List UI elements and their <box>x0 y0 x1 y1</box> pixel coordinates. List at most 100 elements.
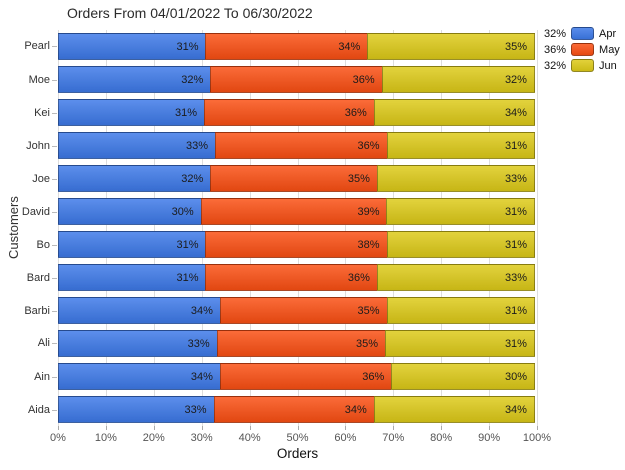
bar-value-label: 36% <box>344 106 367 119</box>
bar-row-john: 33% 36% 31% <box>58 129 537 162</box>
bar-value-label: 30% <box>504 370 527 383</box>
bars: 31% 34% 35% 32% 36% 32% 31% 36% 34% 33% 36% 31% 32% 3… <box>58 30 537 426</box>
bar-row-pearl: 31% 34% 35% <box>58 30 537 63</box>
bar-segment-may-john[interactable]: 36% <box>215 132 388 159</box>
legend-value: 32% <box>544 27 567 40</box>
gridline <box>297 30 299 426</box>
category-label-moe: Moe <box>28 73 50 86</box>
y-tick <box>52 376 57 378</box>
bar-segment-jun-barbi[interactable]: 31% <box>386 297 535 324</box>
bar-segment-jun-aida[interactable]: 34% <box>373 396 535 423</box>
legend-item-apr[interactable]: 32% Apr <box>544 27 620 40</box>
bar-row-barbi: 34% 35% 31% <box>58 294 537 327</box>
bar-value-label: 35% <box>347 172 370 185</box>
bar-value-label: 33% <box>186 139 209 152</box>
x-tick-label: 10% <box>94 432 117 444</box>
bar-value-label: 31% <box>504 205 527 218</box>
x-tick <box>345 426 347 430</box>
legend: 32% Apr 36% May 32% Jun <box>544 27 620 72</box>
bar-value-label: 31% <box>174 106 198 119</box>
bar-segment-may-barbi[interactable]: 35% <box>219 297 388 324</box>
bar-segment-apr-bard[interactable]: 31% <box>58 264 207 291</box>
bar-segment-apr-bo[interactable]: 31% <box>58 231 207 258</box>
legend-swatch-jun <box>571 59 595 72</box>
bar-segment-may-joe[interactable]: 35% <box>210 165 378 192</box>
y-tick <box>52 277 57 279</box>
x-axis-title: Orders <box>276 446 319 461</box>
x-tick <box>441 426 443 430</box>
bar-value-label: 31% <box>504 238 527 251</box>
x-tick <box>297 426 299 430</box>
bar-segment-may-pearl[interactable]: 34% <box>205 33 369 60</box>
x-tick <box>249 426 251 430</box>
y-tick <box>52 310 57 312</box>
bar-value-label: 39% <box>357 205 380 218</box>
x-tick-label: 60% <box>334 432 357 444</box>
legend-item-jun[interactable]: 32% Jun <box>544 59 620 72</box>
bar-value-label: 36% <box>362 370 385 383</box>
bar-row-aida: 33% 34% 34% <box>58 393 537 426</box>
bar-segment-apr-moe[interactable]: 32% <box>58 66 212 93</box>
bar-segment-jun-david[interactable]: 31% <box>386 198 535 225</box>
bar-segment-may-kei[interactable]: 36% <box>204 99 375 126</box>
category-label-kei: Kei <box>34 106 50 119</box>
x-tick-label: 90% <box>478 432 501 444</box>
bar-value-label: 34% <box>190 370 213 383</box>
bar-segment-apr-john[interactable]: 33% <box>58 132 217 159</box>
bar-segment-jun-ain[interactable]: 30% <box>391 363 535 390</box>
bar-segment-may-bo[interactable]: 38% <box>205 231 388 258</box>
bar-value-label: 35% <box>355 337 378 350</box>
bar-segment-jun-moe[interactable]: 32% <box>381 66 535 93</box>
bar-segment-may-bard[interactable]: 36% <box>205 264 378 291</box>
category-label-barbi: Barbi <box>24 304 50 317</box>
bar-segment-apr-ain[interactable]: 34% <box>58 363 221 390</box>
bar-segment-jun-joe[interactable]: 33% <box>376 165 535 192</box>
bar-segment-jun-john[interactable]: 31% <box>386 132 535 159</box>
bar-segment-may-aida[interactable]: 34% <box>213 396 375 423</box>
bar-value-label: 38% <box>357 238 380 251</box>
bar-segment-apr-ali[interactable]: 33% <box>58 330 218 357</box>
bar-segment-apr-pearl[interactable]: 31% <box>58 33 207 60</box>
bar-segment-jun-bard[interactable]: 33% <box>376 264 535 291</box>
bar-value-label: 31% <box>504 139 527 152</box>
bar-segment-may-david[interactable]: 39% <box>200 198 388 225</box>
legend-swatch-apr <box>571 27 595 40</box>
bar-segment-apr-barbi[interactable]: 34% <box>58 297 221 324</box>
x-tick-label: 100% <box>522 432 552 444</box>
bar-segment-apr-kei[interactable]: 31% <box>58 99 206 126</box>
gridline <box>441 30 443 426</box>
bar-segment-may-ali[interactable]: 35% <box>216 330 386 357</box>
y-tick <box>52 343 57 345</box>
bar-value-label: 32% <box>181 172 204 185</box>
bar-segment-jun-kei[interactable]: 34% <box>373 99 535 126</box>
bar-segment-apr-joe[interactable]: 32% <box>58 165 212 192</box>
x-axis-labels: 0% 10% 20% 30% 40% 50% 60% 70% 80% 90% 100% <box>50 432 551 445</box>
bar-segment-jun-pearl[interactable]: 35% <box>367 33 535 60</box>
gridline <box>105 30 107 426</box>
bar-value-label: 34% <box>344 403 367 416</box>
bar-row-joe: 32% 35% 33% <box>58 162 537 195</box>
x-tick-label: 70% <box>382 432 405 444</box>
bar-segment-jun-ali[interactable]: 31% <box>384 330 535 357</box>
bar-value-label: 31% <box>176 238 199 251</box>
bar-segment-apr-david[interactable]: 30% <box>58 198 202 225</box>
bar-row-ain: 34% 36% 30% <box>58 360 537 393</box>
bar-segment-apr-aida[interactable]: 33% <box>58 396 215 423</box>
plot-area: 31% 34% 35% 32% 36% 32% 31% 36% 34% 33% 36% 31% 32% 3… <box>58 30 538 426</box>
bar-segment-jun-bo[interactable]: 31% <box>386 231 535 258</box>
bar-row-moe: 32% 36% 32% <box>58 63 537 96</box>
x-tick <box>489 426 491 430</box>
y-axis-ticks <box>52 30 57 426</box>
bar-segment-may-ain[interactable]: 36% <box>219 363 393 390</box>
bar-segment-may-moe[interactable]: 36% <box>210 66 383 93</box>
y-tick <box>52 244 57 246</box>
y-axis-labels: Pearl Moe Kei John Joe David Bo Bard Barbi Ali Ain… <box>0 30 50 426</box>
bar-value-label: 36% <box>357 139 380 152</box>
legend-item-may[interactable]: 36% May <box>544 43 620 56</box>
bar-value-label: 35% <box>357 304 380 317</box>
y-tick <box>52 409 57 411</box>
legend-value: 36% <box>544 43 567 56</box>
x-tick <box>393 426 395 430</box>
x-tick <box>201 426 203 430</box>
bar-value-label: 36% <box>352 73 375 86</box>
